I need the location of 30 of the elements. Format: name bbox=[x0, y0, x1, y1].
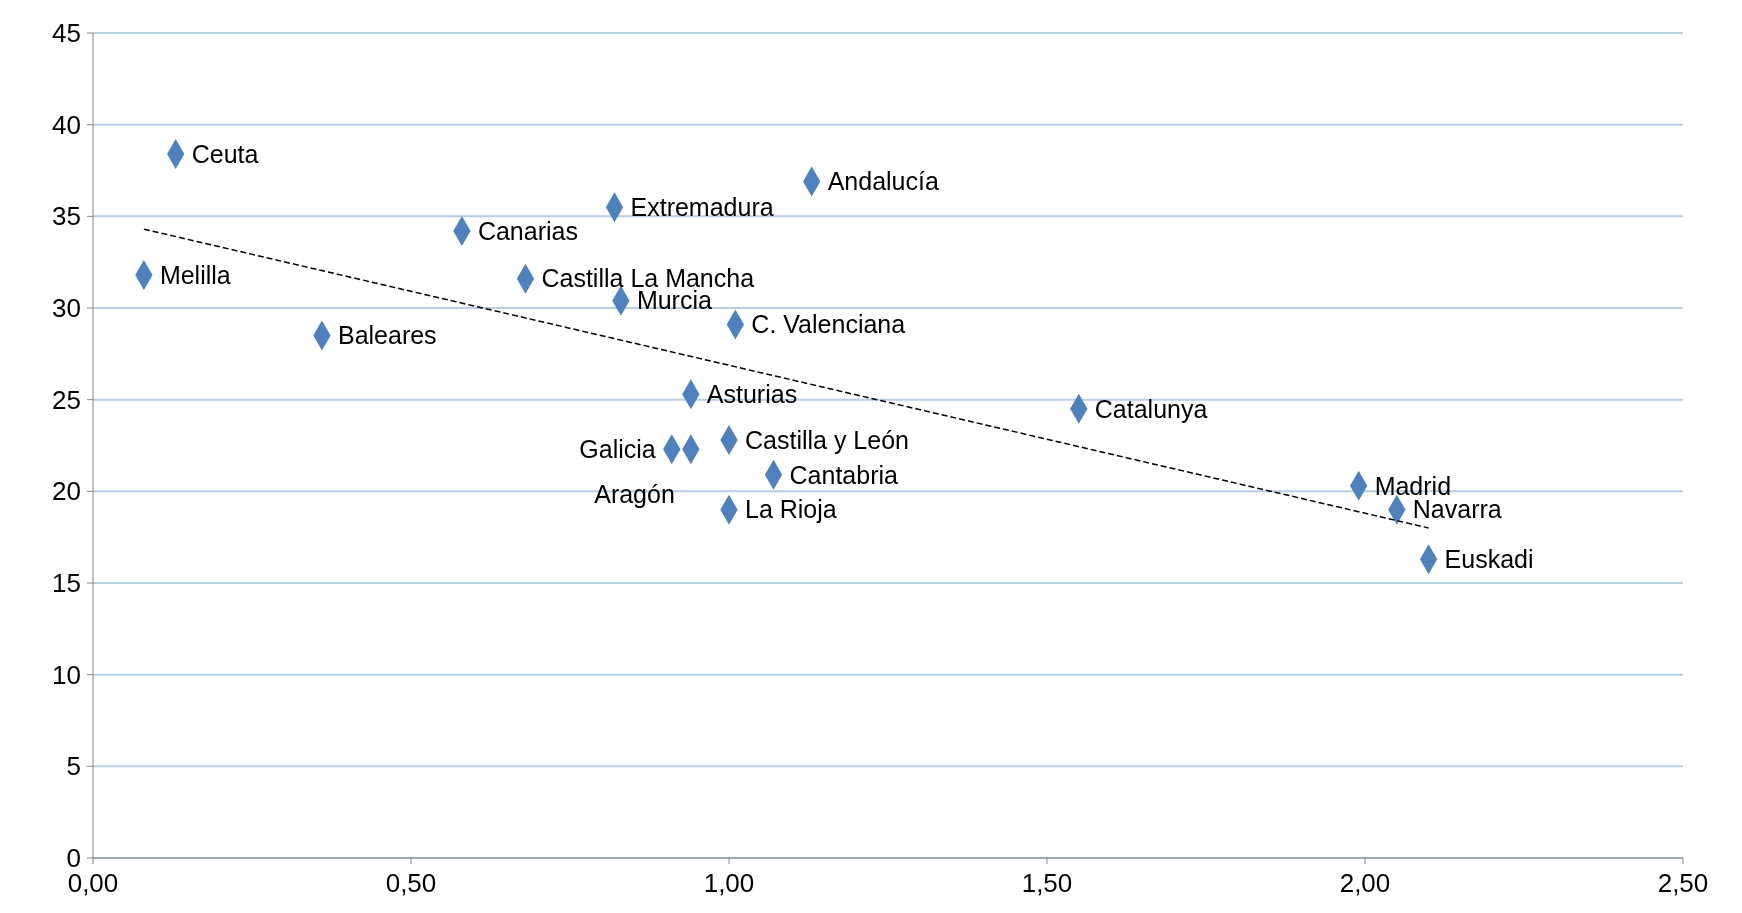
x-tick-label: 1,50 bbox=[1021, 868, 1073, 898]
annotation: Catalunya bbox=[1094, 394, 1208, 423]
y-tick-label: 25 bbox=[52, 384, 81, 415]
y-tick-label: 5 bbox=[66, 751, 81, 782]
y-tick-label: 45 bbox=[52, 18, 81, 49]
annotation: Canarias bbox=[477, 216, 578, 245]
y-tick-label: 20 bbox=[52, 476, 81, 507]
annotation: Cantabria bbox=[789, 460, 899, 489]
annotation: Andalucía bbox=[827, 167, 939, 196]
x-tick-label: 1,00 bbox=[703, 868, 755, 898]
y-tick-label: 10 bbox=[52, 659, 81, 690]
annotation: Ceuta bbox=[191, 139, 259, 168]
x-tick-label: 0,50 bbox=[385, 868, 437, 898]
annotation: Castilla y León bbox=[745, 425, 909, 454]
y-tick-label: 15 bbox=[52, 568, 81, 599]
y-tick-label: 40 bbox=[52, 109, 81, 140]
annotation: Aragón bbox=[594, 479, 675, 508]
x-tick-label: 2,00 bbox=[1339, 868, 1391, 898]
annotation: Asturias bbox=[706, 379, 798, 408]
annotation: Galicia bbox=[579, 434, 656, 463]
x-tick-label: 2,50 bbox=[1657, 868, 1709, 898]
annotation: Extremadura bbox=[630, 192, 774, 221]
annotation: Murcia bbox=[636, 286, 712, 315]
annotation: Euskadi bbox=[1444, 544, 1534, 573]
annotation: La Rioja bbox=[745, 495, 837, 524]
annotation: C. Valenciana bbox=[751, 310, 906, 339]
annotation: Melilla bbox=[159, 260, 231, 289]
annotation: Baleares bbox=[337, 321, 437, 350]
y-tick-label: 35 bbox=[52, 201, 81, 232]
y-tick-label: 30 bbox=[52, 293, 81, 324]
